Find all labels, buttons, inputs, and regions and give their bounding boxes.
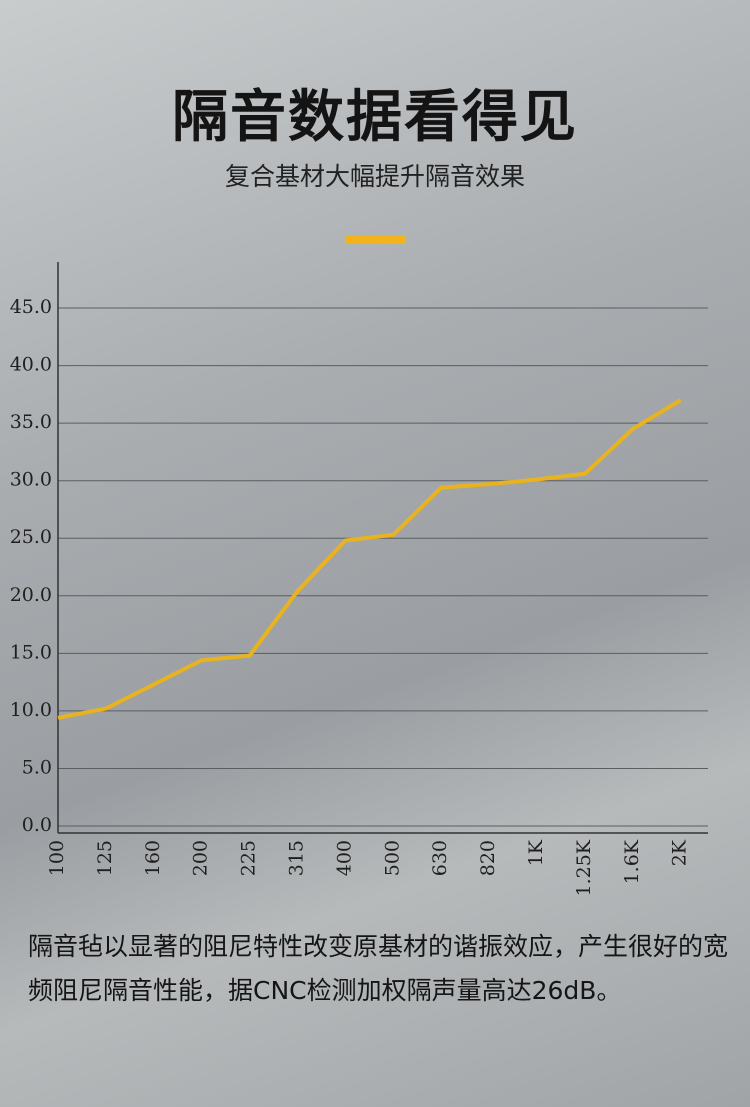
x-tick-label: 100	[46, 840, 68, 876]
title: 隔音数据看得见	[172, 85, 578, 150]
x-tick-label: 225	[238, 840, 260, 876]
y-tick-label: 45.0	[10, 296, 52, 318]
x-tick-label: 1.25K	[573, 839, 595, 896]
data-line	[57, 398, 682, 720]
y-tick-label: 25.0	[10, 526, 52, 548]
y-tick-label: 15.0	[10, 641, 52, 663]
x-tick-label: 630	[429, 840, 451, 876]
y-tick-label: 10.0	[10, 699, 52, 721]
x-tick-label: 200	[190, 840, 212, 876]
y-tick-label: 20.0	[10, 584, 52, 606]
x-tick-label: 400	[333, 840, 355, 876]
accent-bar	[345, 236, 406, 244]
x-tick-label: 500	[381, 840, 403, 876]
description: 隔音毡以显著的阻尼特性改变原基材的谐振效应，产生很好的宽频阻尼隔音性能，据CNC…	[28, 932, 729, 1005]
x-tick-label: 160	[142, 840, 164, 876]
y-tick-label: 40.0	[10, 354, 52, 376]
x-tick-label: 315	[286, 840, 308, 876]
x-tick-label: 2K	[669, 839, 691, 866]
y-tick-label: 35.0	[10, 411, 52, 433]
y-tick-label: 30.0	[10, 469, 52, 491]
y-tick-label: 0.0	[22, 814, 52, 836]
x-tick-label: 1.6K	[621, 839, 643, 884]
y-tick-label: 5.0	[22, 756, 52, 778]
x-tick-label: 1K	[525, 839, 547, 866]
subtitle: 复合基材大幅提升隔音效果	[224, 162, 525, 191]
x-tick-label: 820	[477, 840, 499, 876]
x-tick-label: 125	[94, 840, 116, 876]
